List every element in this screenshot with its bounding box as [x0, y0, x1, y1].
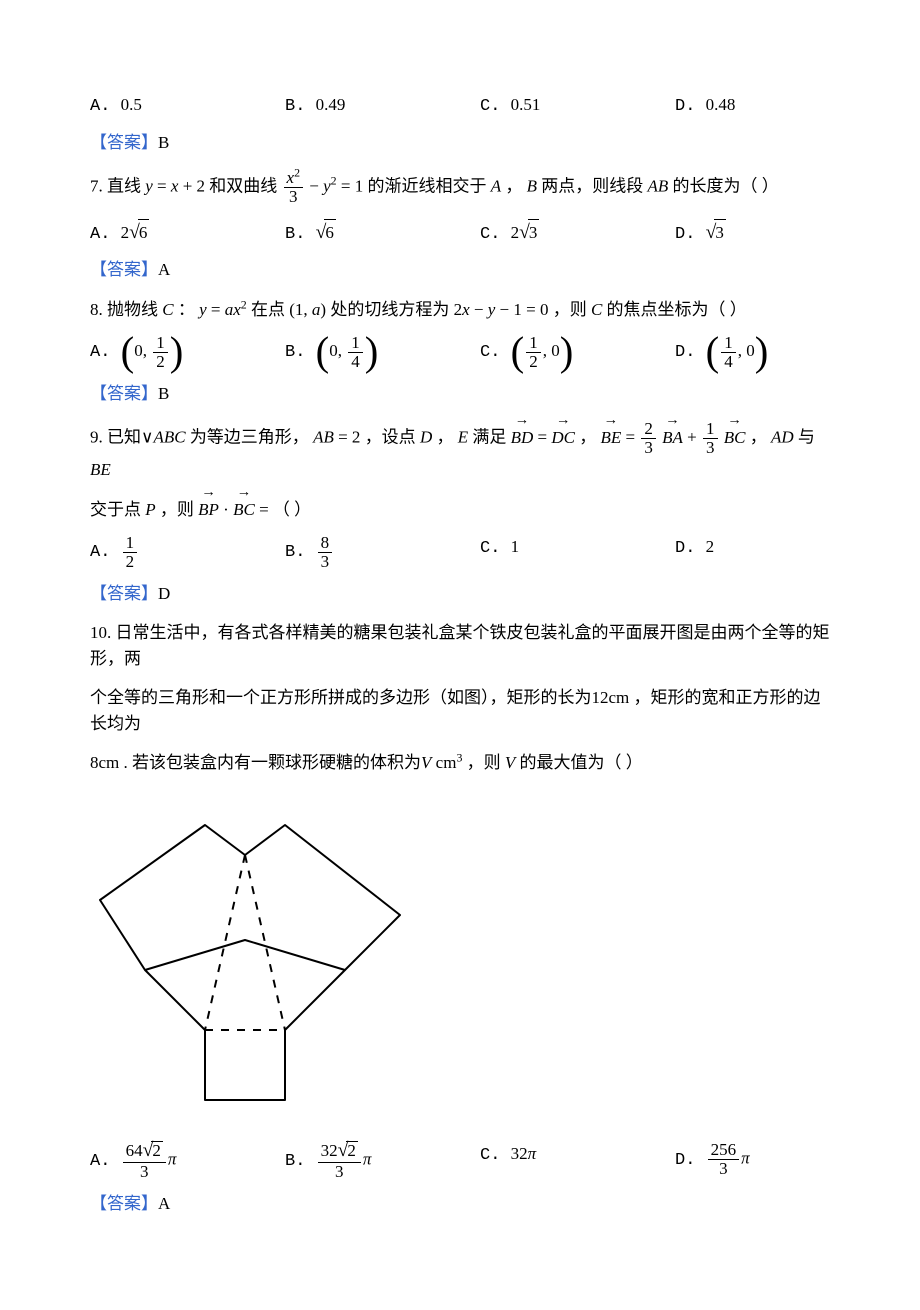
question-10: 10. 日常生活中，有各式各样精美的糖果包装礼盒某个铁皮包装礼盒的平面展开图是由…	[90, 620, 830, 1216]
figure-svg	[90, 800, 410, 1110]
question-stem: 7. 直线 y = x + 2 和双曲线 x2 3 − y2 = 1 的渐近线相…	[90, 169, 830, 206]
option-value: 0.49	[316, 95, 346, 114]
option-c: C. 1	[480, 534, 675, 571]
answer-line: 【答案】A	[90, 257, 830, 283]
option-c: C. (12, 0)	[480, 334, 675, 371]
option-c: C. 32π	[480, 1141, 675, 1180]
question-7: 7. 直线 y = x + 2 和双曲线 x2 3 − y2 = 1 的渐近线相…	[90, 169, 830, 283]
option-label: B.	[285, 97, 305, 116]
option-a: A. 0.5	[90, 92, 285, 120]
option-d: D. 2	[675, 534, 714, 571]
answer-line: 【答案】B	[90, 381, 830, 407]
q-number: 9.	[90, 428, 103, 447]
option-d: D. 3	[675, 218, 726, 248]
answer-label: 【答案】	[90, 133, 158, 152]
options-row: A. (0, 12) B. (0, 14) C. (12, 0) D. (14,…	[90, 334, 830, 371]
option-a: A. (0, 12)	[90, 334, 285, 371]
option-b: B. 322 3 π	[285, 1141, 480, 1180]
vector-bc: →BC	[724, 425, 746, 451]
question-stem: 9. 已知∨ABC 为等边三角形， AB = 2 ，设点 D ， E 满足 →B…	[90, 420, 830, 482]
options-row: A. 0.5 B. 0.49 C. 0.51 D. 0.48	[90, 92, 830, 120]
vector-ba: →BA	[662, 425, 683, 451]
option-b: B. (0, 14)	[285, 334, 480, 371]
option-value: 0.48	[706, 95, 736, 114]
options-row: A. 26 B. 6 C. 23 D. 3	[90, 218, 830, 248]
question-stem-line2: 个全等的三角形和一个正方形所拼成的多边形（如图），矩形的长为12cm ，矩形的宽…	[90, 685, 830, 736]
answer-line: 【答案】A	[90, 1191, 830, 1217]
vector-bd: →BD	[511, 425, 534, 451]
question-stem: 8. 抛物线 C ： y = ax2 在点 (1, a) 处的切线方程为 2x …	[90, 297, 830, 323]
fraction: x2 3	[284, 169, 304, 206]
option-b: B. 83	[285, 534, 480, 571]
question-8: 8. 抛物线 C ： y = ax2 在点 (1, a) 处的切线方程为 2x …	[90, 297, 830, 407]
option-b: B. 0.49	[285, 92, 480, 120]
q-number: 8.	[90, 300, 103, 319]
option-c: C. 0.51	[480, 92, 675, 120]
answer-line: 【答案】B	[90, 130, 830, 156]
question-stem-line2: 交于点 P ，则 →BP · →BC = （ ）	[90, 497, 830, 523]
option-a: A. 12	[90, 534, 285, 571]
vector-dc: →DC	[551, 425, 575, 451]
vector-be: →BE	[601, 425, 622, 451]
q-number: 10.	[90, 623, 111, 642]
options-row: A. 642 3 π B. 322 3 π C. 32π D. 256 3 π	[90, 1141, 830, 1180]
option-label: C.	[480, 97, 500, 116]
option-a: A. 26	[90, 218, 285, 248]
option-value: 0.5	[121, 95, 142, 114]
options-row: A. 12 B. 83 C. 1 D. 2	[90, 534, 830, 571]
option-label: A.	[90, 97, 110, 116]
answer-value: B	[158, 133, 169, 152]
answer-line: 【答案】D	[90, 581, 830, 607]
option-d: D. (14, 0)	[675, 334, 768, 371]
option-value: 0.51	[511, 95, 541, 114]
option-c: C. 23	[480, 218, 675, 248]
question-stem-line3: 8cm . 若该包装盒内有一颗球形硬糖的体积为V cm3 ，则 V 的最大值为（…	[90, 750, 830, 776]
unfolded-box-figure	[90, 800, 830, 1118]
option-d: D. 0.48	[675, 92, 735, 120]
vector-bc2: →BC	[233, 497, 255, 523]
question-stem-line1: 10. 日常生活中，有各式各样精美的糖果包装礼盒某个铁皮包装礼盒的平面展开图是由…	[90, 620, 830, 671]
option-b: B. 6	[285, 218, 480, 248]
option-a: A. 642 3 π	[90, 1141, 285, 1180]
q-number: 7.	[90, 176, 103, 195]
option-label: D.	[675, 97, 695, 116]
question-9: 9. 已知∨ABC 为等边三角形， AB = 2 ，设点 D ， E 满足 →B…	[90, 420, 830, 606]
option-d: D. 256 3 π	[675, 1141, 750, 1180]
question-6-tail: A. 0.5 B. 0.49 C. 0.51 D. 0.48 【答案】B	[90, 92, 830, 155]
vector-bp: →BP	[198, 497, 219, 523]
